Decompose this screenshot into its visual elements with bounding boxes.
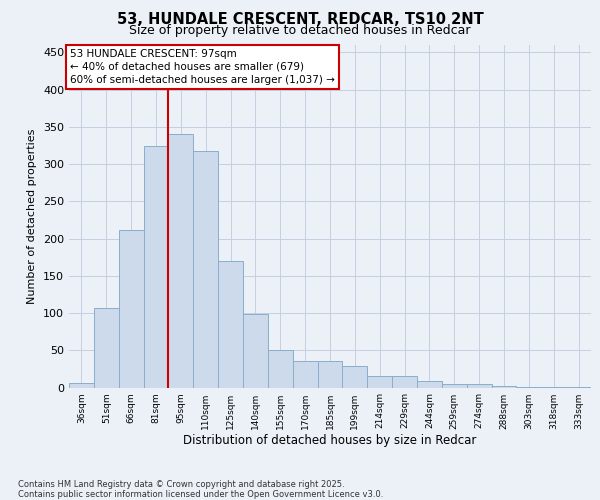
Bar [119,230,143,388]
Bar [517,387,541,388]
Bar [317,360,343,388]
Bar [491,386,517,388]
Bar [143,146,169,388]
Text: Size of property relative to detached houses in Redcar: Size of property relative to detached ho… [129,24,471,37]
Bar [218,261,243,388]
Bar [243,314,268,388]
Bar [367,376,392,388]
Bar [467,384,491,388]
Bar [94,308,119,388]
Bar [343,366,367,388]
Text: 53 HUNDALE CRESCENT: 97sqm
← 40% of detached houses are smaller (679)
60% of sem: 53 HUNDALE CRESCENT: 97sqm ← 40% of deta… [70,48,335,85]
Bar [169,134,193,388]
Bar [268,350,293,388]
Text: Contains HM Land Registry data © Crown copyright and database right 2025.
Contai: Contains HM Land Registry data © Crown c… [18,480,383,499]
Bar [69,383,94,388]
Y-axis label: Number of detached properties: Number of detached properties [28,128,37,304]
Bar [541,387,566,388]
Text: 53, HUNDALE CRESCENT, REDCAR, TS10 2NT: 53, HUNDALE CRESCENT, REDCAR, TS10 2NT [116,12,484,28]
Bar [293,360,317,388]
Bar [566,387,591,388]
X-axis label: Distribution of detached houses by size in Redcar: Distribution of detached houses by size … [184,434,476,448]
Bar [392,376,417,388]
Bar [193,150,218,388]
Bar [417,381,442,388]
Bar [442,384,467,388]
